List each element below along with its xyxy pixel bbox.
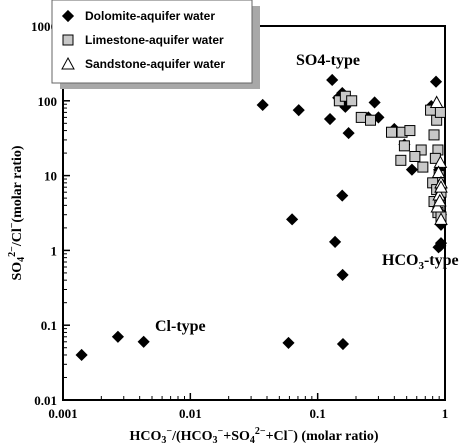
diamond-point [326,73,339,87]
diamond-point [282,336,295,349]
x-title-sup: − [218,426,224,437]
triangle-point [434,180,448,193]
x-tick-label: 0.1 [310,406,326,421]
diamond-point [111,330,124,343]
triangle-point [431,165,446,179]
x-title-part: HCO [129,429,161,444]
diamond-point [429,75,443,88]
y-tick-label: 1000 [31,19,57,34]
y-tick-label: 0.1 [41,318,57,333]
diamond-point [292,104,305,117]
annotation-cl-type: Cl-type [155,318,206,335]
square-point [398,140,410,152]
square-point [417,161,429,173]
y-tick-label: 1 [51,243,58,258]
diamond-point [336,268,349,281]
square-point [346,95,358,107]
square-point [385,126,397,138]
diamond-point [329,235,342,248]
annotation-hco3-part: HCO [382,252,418,269]
x-tick-label: 0.01 [179,406,202,421]
diamond-point [342,127,355,140]
legend: Dolomite-aquifer water Limestone-aquifer … [51,0,260,89]
square-point [428,129,440,141]
diamond-point [137,335,150,348]
x-tick-label: 0.001 [48,406,77,421]
x-title-sup: 2− [255,426,266,437]
x-title-sub: 3 [213,435,218,446]
y-title-sup: 2− [7,246,18,257]
square-point [365,114,377,126]
x-title-part: ) (molar ratio) [293,429,379,444]
legend-label: Limestone-aquifer water [85,33,224,47]
data-points [75,73,448,362]
y-title-part: SO [10,262,25,281]
triangle-point [432,193,447,207]
triangle-point [429,95,444,108]
triangle-point [430,199,445,213]
x-axis-title: HCO3−/(HCO3−+SO42−+Cl−) (molar ratio) [129,426,378,446]
diamond-point [336,189,349,202]
x-title-part: /(HCO [171,429,213,444]
y-tick-label: 0.01 [34,393,57,408]
legend-marker-square [62,34,74,46]
y-tick-label: 10 [44,169,57,184]
x-title-part: +Cl [266,429,288,444]
legend-marker-triangle [61,56,75,70]
legend-label: Sandstone-aquifer water [85,57,225,71]
annotation-hco3-sub: 3 [418,260,424,272]
y-tick-label: 100 [38,94,58,109]
square-point [404,125,416,137]
square-point [415,144,427,156]
y-title-part: (molar ratio) [10,145,25,222]
square-point [409,151,421,163]
y-title-sup: − [7,222,18,228]
legend-box [51,0,253,84]
y-axis-title: SO42−/Cl−(molar ratio) [7,145,27,280]
square-point [434,106,446,118]
diamond-point [368,96,381,109]
y-title-part: /Cl [10,228,25,247]
diamond-point [286,213,299,226]
legend-label: Dolomite-aquifer water [85,9,215,23]
annotation-hco3-part: -type [424,252,459,269]
x-title-sub: 3 [161,435,166,446]
y-title-sub: 4 [16,257,27,262]
triangle-point [434,212,448,225]
x-title-sup: − [166,426,172,437]
diamond-point [323,112,337,126]
annotation-so4-type: SO4-type [296,52,360,69]
legend-marker-diamond [61,9,75,23]
annotation-hco3-type: HCO3-type [382,252,459,272]
x-title-part: +SO [223,429,250,444]
diamond-point [75,348,88,362]
square-point [395,154,407,166]
x-title-sup: − [288,426,294,437]
diamond-point [256,98,269,112]
triangle-point [433,155,448,168]
square-point [355,111,367,123]
diamond-point [336,337,350,351]
x-tick-label: 1 [442,406,449,421]
diamond-point [405,163,419,176]
diamond-point [432,241,445,254]
x-title-sub: 4 [250,435,255,446]
